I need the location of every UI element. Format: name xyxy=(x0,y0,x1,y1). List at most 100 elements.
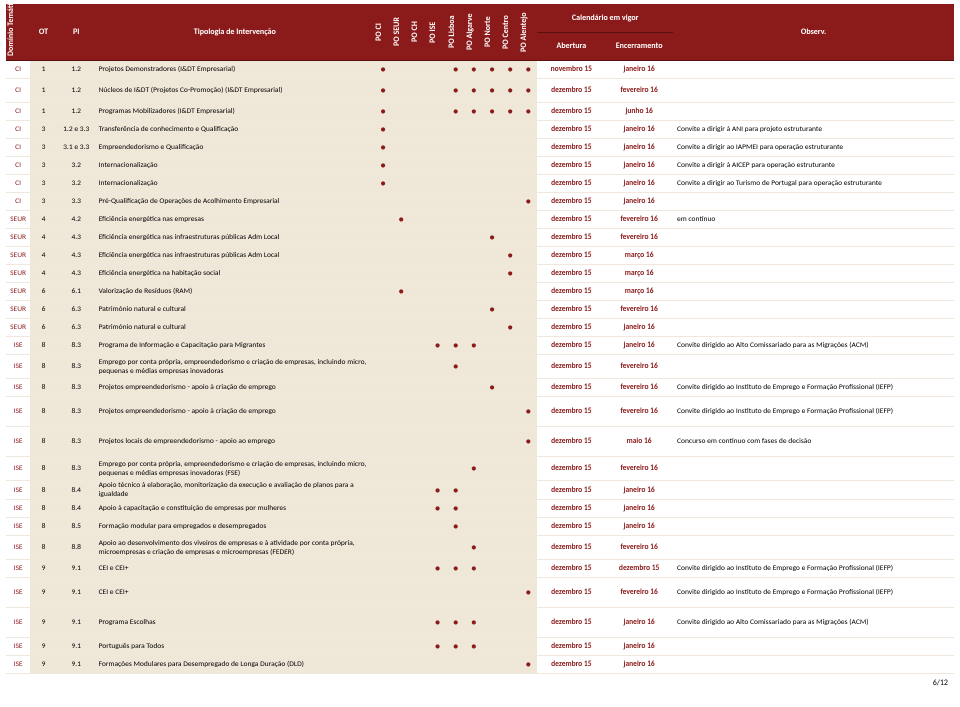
po-dot-6 xyxy=(483,247,501,265)
table-row: ISE88.4Apoio à capacitação e constituiçã… xyxy=(6,500,954,518)
po-dot-8 xyxy=(519,211,537,229)
po-dot-5 xyxy=(465,397,483,427)
po-dot-0 xyxy=(374,319,392,337)
cell-pi: 6.1 xyxy=(57,283,96,301)
cell-dominio: ISE xyxy=(6,536,30,560)
cell-ot: 3 xyxy=(30,157,57,175)
po-dot-8: ● xyxy=(519,578,537,608)
po-dot-5 xyxy=(465,427,483,457)
po-dot-1 xyxy=(392,397,410,427)
cell-pi: 1.2 xyxy=(57,61,96,79)
po-dot-8 xyxy=(519,337,537,355)
cell-abertura: dezembro 15 xyxy=(537,638,605,656)
table-row: ISE88.3Programa de Informação e Capacita… xyxy=(6,337,954,355)
po-dot-8: ● xyxy=(519,656,537,674)
po-dot-2 xyxy=(410,578,428,608)
cell-dominio: ISE xyxy=(6,518,30,536)
po-dot-3 xyxy=(428,79,446,103)
po-dot-0 xyxy=(374,229,392,247)
cell-abertura: dezembro 15 xyxy=(537,536,605,560)
cell-dominio: CI xyxy=(6,103,30,121)
cell-abertura: dezembro 15 xyxy=(537,121,605,139)
po-dot-3 xyxy=(428,103,446,121)
po-dot-7 xyxy=(501,638,519,656)
cell-encerramento: janeiro 16 xyxy=(605,500,673,518)
cell-tip: Pré-Qualificação de Operações de Acolhim… xyxy=(96,193,374,211)
po-dot-1 xyxy=(392,139,410,157)
cell-tip: Programa Escolhas xyxy=(96,608,374,638)
cell-pi: 8.3 xyxy=(57,355,96,379)
po-dot-0: ● xyxy=(374,121,392,139)
col-po-0: PO CI xyxy=(374,4,392,61)
po-dot-7: ● xyxy=(501,265,519,283)
po-dot-4 xyxy=(447,175,465,193)
table-row: ISE88.4Apoio técnico à elaboração, monit… xyxy=(6,481,954,500)
cell-encerramento: março 16 xyxy=(605,283,673,301)
po-dot-1 xyxy=(392,560,410,578)
cell-encerramento: janeiro 16 xyxy=(605,319,673,337)
cell-tip: Eficiência energética na habitação socia… xyxy=(96,265,374,283)
po-dot-3: ● xyxy=(428,638,446,656)
po-dot-4: ● xyxy=(447,608,465,638)
cell-abertura: dezembro 15 xyxy=(537,319,605,337)
cell-pi: 8.3 xyxy=(57,427,96,457)
po-dot-0 xyxy=(374,397,392,427)
po-dot-0 xyxy=(374,265,392,283)
cell-ot: 9 xyxy=(30,578,57,608)
po-dot-3: ● xyxy=(428,337,446,355)
cell-ot: 8 xyxy=(30,355,57,379)
cell-encerramento: janeiro 16 xyxy=(605,608,673,638)
po-dot-4: ● xyxy=(447,500,465,518)
po-dot-4 xyxy=(447,193,465,211)
cell-pi: 8.3 xyxy=(57,379,96,397)
po-dot-0: ● xyxy=(374,79,392,103)
cell-pi: 3.2 xyxy=(57,175,96,193)
po-dot-1 xyxy=(392,500,410,518)
po-dot-5 xyxy=(465,500,483,518)
po-dot-5 xyxy=(465,301,483,319)
cell-dominio: SEUR xyxy=(6,283,30,301)
po-dot-6 xyxy=(483,638,501,656)
cell-ot: 9 xyxy=(30,656,57,674)
col-abertura: Abertura xyxy=(537,32,605,60)
po-dot-7: ● xyxy=(501,61,519,79)
po-dot-2 xyxy=(410,121,428,139)
cell-abertura: dezembro 15 xyxy=(537,283,605,301)
po-dot-2 xyxy=(410,536,428,560)
po-dot-2 xyxy=(410,211,428,229)
cell-dominio: CI xyxy=(6,193,30,211)
po-dot-3 xyxy=(428,536,446,560)
cell-pi: 9.1 xyxy=(57,578,96,608)
table-row: CI11.2Núcleos de I&DT (Projetos Co-Promo… xyxy=(6,79,954,103)
po-dot-2 xyxy=(410,481,428,500)
po-dot-3 xyxy=(428,211,446,229)
po-dot-1 xyxy=(392,121,410,139)
table-row: CI11.2Programas Mobilizadores (I&DT Empr… xyxy=(6,103,954,121)
cell-pi: 6.3 xyxy=(57,319,96,337)
po-dot-7 xyxy=(501,536,519,560)
po-dot-7 xyxy=(501,157,519,175)
cell-ot: 8 xyxy=(30,379,57,397)
table-row: CI33.1 e 3.3Empreendedorismo e Qualifica… xyxy=(6,139,954,157)
cell-tip: Núcleos de I&DT (Projetos Co-Promoção) (… xyxy=(96,79,374,103)
po-dot-5: ● xyxy=(465,103,483,121)
cell-abertura: dezembro 15 xyxy=(537,656,605,674)
cell-pi: 9.1 xyxy=(57,608,96,638)
po-dot-0 xyxy=(374,301,392,319)
cell-ot: 6 xyxy=(30,319,57,337)
table-row: ISE99.1Português para Todos●●●dezembro 1… xyxy=(6,638,954,656)
cell-abertura: dezembro 15 xyxy=(537,608,605,638)
cell-ot: 9 xyxy=(30,638,57,656)
cell-dominio: CI xyxy=(6,157,30,175)
cell-encerramento: janeiro 16 xyxy=(605,337,673,355)
table-row: ISE88.3Projetos locais de empreendedoris… xyxy=(6,427,954,457)
po-dot-2 xyxy=(410,193,428,211)
po-dot-2 xyxy=(410,103,428,121)
po-dot-1 xyxy=(392,536,410,560)
po-dot-2 xyxy=(410,518,428,536)
col-dominio: Domínio Temático xyxy=(6,4,30,61)
cell-dominio: SEUR xyxy=(6,301,30,319)
cell-tip: Emprego por conta própria, empreendedori… xyxy=(96,355,374,379)
po-dot-4 xyxy=(447,139,465,157)
po-dot-5: ● xyxy=(465,337,483,355)
